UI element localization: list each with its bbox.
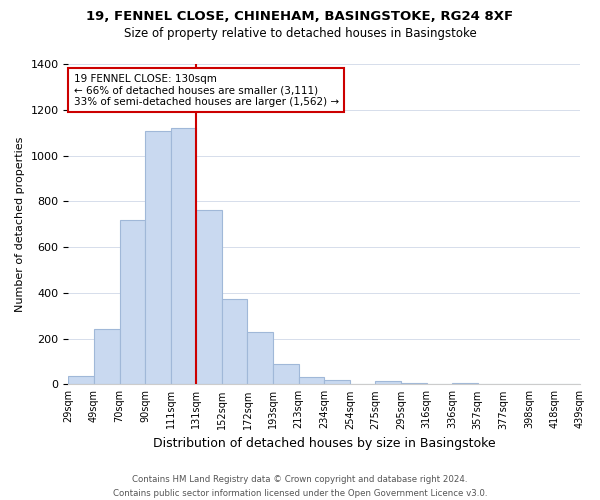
Bar <box>196 210 222 384</box>
Text: 19 FENNEL CLOSE: 130sqm
← 66% of detached houses are smaller (3,111)
33% of semi: 19 FENNEL CLOSE: 130sqm ← 66% of detache… <box>74 74 338 107</box>
Bar <box>119 220 145 384</box>
Bar <box>401 383 427 384</box>
Bar <box>171 128 196 384</box>
Bar <box>145 132 171 384</box>
Bar <box>68 376 94 384</box>
Bar <box>222 298 247 384</box>
Text: Contains HM Land Registry data © Crown copyright and database right 2024.
Contai: Contains HM Land Registry data © Crown c… <box>113 476 487 498</box>
X-axis label: Distribution of detached houses by size in Basingstoke: Distribution of detached houses by size … <box>153 437 496 450</box>
Bar <box>247 332 273 384</box>
Bar <box>299 378 324 384</box>
Bar <box>452 383 478 384</box>
Bar <box>324 380 350 384</box>
Text: Size of property relative to detached houses in Basingstoke: Size of property relative to detached ho… <box>124 28 476 40</box>
Y-axis label: Number of detached properties: Number of detached properties <box>15 136 25 312</box>
Bar <box>94 330 119 384</box>
Bar <box>376 381 401 384</box>
Text: 19, FENNEL CLOSE, CHINEHAM, BASINGSTOKE, RG24 8XF: 19, FENNEL CLOSE, CHINEHAM, BASINGSTOKE,… <box>86 10 514 23</box>
Bar <box>273 364 299 384</box>
